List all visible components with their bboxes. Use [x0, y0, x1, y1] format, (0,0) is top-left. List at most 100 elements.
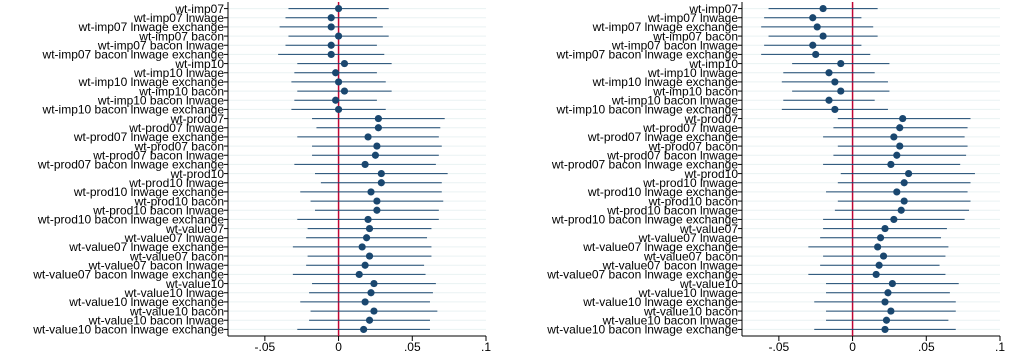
point-estimate: [334, 32, 343, 40]
y-tick-label: wt-imp07 lnwage: [647, 11, 738, 25]
point-estimate: [813, 23, 821, 31]
point-estimate: [831, 105, 839, 114]
y-tick-label: wt-imp07 bacon lnwage: [97, 39, 224, 53]
point-estimate: [370, 307, 378, 315]
point-estimate: [872, 270, 880, 279]
point-estimate: [874, 243, 882, 251]
point-estimate: [373, 206, 381, 214]
y-tick-label: wt-imp10 bacon lnwage: [97, 94, 224, 108]
y-tick-label: wt-value07: [165, 222, 224, 236]
y-tick-label: wt-value07 bacon: [643, 249, 738, 263]
y-tick-label: wt-prod10 lnwage exchange: [73, 185, 224, 199]
y-tick-label: wt-value07 lnwage exchange: [582, 240, 738, 254]
point-estimate: [900, 179, 908, 187]
y-tick-label: wt-value10 lnwage exchange: [582, 295, 738, 309]
y-tick-label: wt-value10 lnwage: [638, 286, 739, 300]
point-estimate: [882, 316, 891, 324]
y-tick-label: wt-imp07 bacon: [652, 29, 738, 43]
y-tick-label: wt-value07 bacon lnwage: [88, 259, 225, 273]
y-tick-label: wt-prod10 lnwage: [128, 176, 224, 190]
y-tick-label: wt-imp07 bacon lnwage: [611, 39, 738, 53]
x-tick-label: .05: [918, 340, 935, 354]
y-tick-label: wt-value10 lnwage: [124, 286, 225, 300]
point-estimate: [355, 270, 363, 279]
x-tick-label: .1: [481, 340, 491, 354]
point-estimate: [890, 215, 898, 224]
y-tick-label: wt-prod07 bacon lnwage: [92, 149, 224, 163]
point-estimate: [893, 151, 901, 159]
point-estimate: [334, 78, 343, 86]
x-tick-label: .1: [995, 340, 1005, 354]
y-tick-label: wt-value07 bacon lnwage: [602, 259, 739, 273]
x-tick-label: -.05: [255, 340, 276, 354]
y-tick-label: wt-value07 lnwage exchange: [68, 240, 224, 254]
y-tick-label: wt-value07 bacon: [129, 249, 224, 263]
point-estimate: [876, 234, 885, 242]
y-tick-label: wt-value10 bacon lnwage: [602, 314, 739, 328]
y-tick-label: wt-prod07 bacon lnwage: [606, 149, 738, 163]
point-estimate: [373, 142, 381, 150]
point-estimate: [365, 316, 374, 324]
point-estimate: [819, 4, 827, 13]
point-estimate: [888, 279, 896, 288]
y-tick-label: wt-imp10 bacon: [138, 84, 224, 98]
point-estimate: [374, 124, 382, 132]
y-tick-label: wt-imp10 bacon lnwage exchange: [556, 103, 739, 117]
point-estimate: [362, 234, 371, 242]
y-tick-label: wt-prod10 bacon: [134, 194, 224, 208]
point-estimate: [361, 160, 369, 169]
y-tick-label: wt-prod07 lnwage exchange: [73, 130, 224, 144]
point-estimate: [887, 160, 895, 169]
point-estimate: [881, 325, 889, 334]
point-estimate: [367, 188, 375, 196]
y-tick-label: wt-imp07 lnwage exchange: [78, 20, 225, 34]
y-tick-label: wt-prod07 bacon: [648, 139, 738, 153]
point-estimate: [361, 261, 369, 269]
y-tick-label: wt-prod07 lnwage exchange: [587, 130, 738, 144]
point-estimate: [875, 261, 883, 269]
point-estimate: [837, 59, 845, 68]
point-estimate: [890, 133, 898, 141]
y-tick-label: wt-prod10 lnwage exchange: [587, 185, 738, 199]
x-tick-label: 0: [335, 340, 342, 354]
x-tick-label: -.05: [769, 340, 790, 354]
point-estimate: [360, 325, 368, 334]
point-estimate: [371, 151, 380, 159]
y-tick-label: wt-prod07 bacon lnwage exchange: [551, 158, 738, 172]
y-tick-label: wt-value07 bacon lnwage exchange: [32, 268, 224, 282]
y-tick-label: wt-imp10 bacon lnwage: [611, 94, 738, 108]
y-tick-label: wt-prod07 lnwage: [642, 121, 738, 135]
point-estimate: [809, 41, 817, 49]
point-estimate: [899, 114, 907, 123]
point-estimate: [900, 197, 908, 205]
y-tick-label: wt-prod10: [684, 167, 739, 181]
point-estimate: [365, 224, 374, 233]
y-tick-label: wt-imp07 bacon: [138, 29, 224, 43]
point-estimate: [884, 289, 892, 297]
point-estimate: [374, 114, 382, 123]
y-tick-label: wt-imp10: [174, 57, 224, 71]
point-estimate: [327, 14, 335, 22]
point-estimate: [377, 179, 385, 187]
point-estimate: [881, 298, 889, 306]
y-tick-label: wt-imp10 bacon lnwage exchange: [42, 103, 225, 117]
y-tick-label: wt-value10: [679, 277, 738, 291]
y-tick-label: wt-prod07 lnwage: [128, 121, 224, 135]
point-estimate: [327, 23, 335, 31]
y-tick-label: wt-prod10 bacon lnwage exchange: [37, 213, 224, 227]
point-estimate: [361, 298, 369, 306]
point-estimate: [364, 215, 372, 224]
point-estimate: [334, 4, 343, 13]
point-estimate: [831, 78, 839, 86]
point-estimate: [812, 50, 820, 59]
y-tick-label: wt-value10 bacon lnwage exchange: [32, 323, 224, 337]
x-tick-label: .05: [404, 340, 421, 354]
point-estimate: [887, 307, 895, 315]
point-estimate: [373, 197, 381, 205]
y-tick-label: wt-imp10 lnwage exchange: [592, 75, 739, 89]
point-estimate: [377, 169, 385, 178]
y-tick-label: wt-prod07 bacon lnwage exchange: [37, 158, 224, 172]
y-tick-label: wt-value07 lnwage: [638, 231, 739, 245]
